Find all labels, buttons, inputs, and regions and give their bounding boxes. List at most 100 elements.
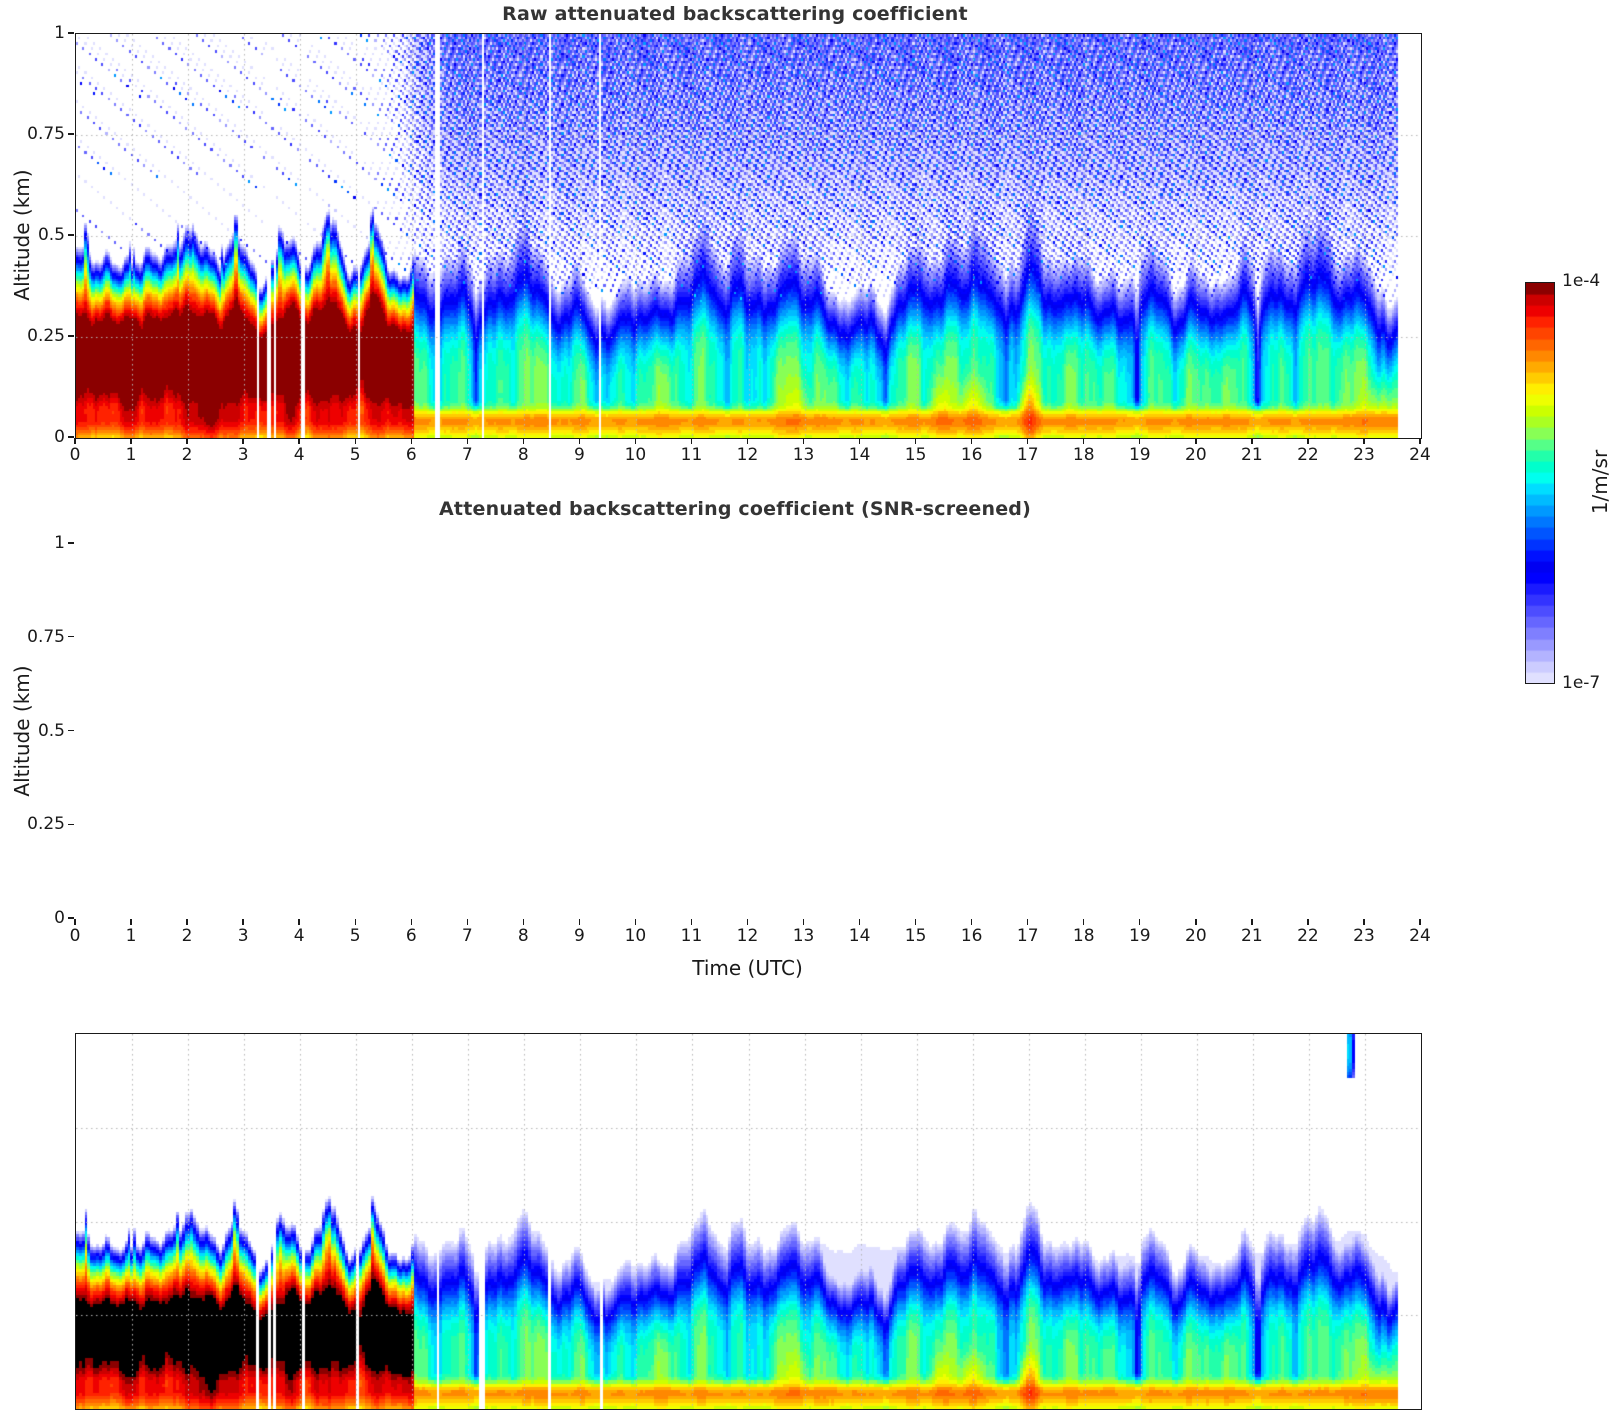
x-tick [522, 438, 525, 444]
y-tick-label: 0.5 [37, 225, 65, 245]
x-tick-label: 2 [181, 926, 193, 946]
y-tick [68, 32, 74, 34]
y-tick [68, 823, 74, 825]
x-tick [578, 919, 581, 925]
x-tick-label: 0 [69, 445, 81, 465]
x-tick [1363, 919, 1365, 925]
plot-area-snr[interactable] [75, 1033, 1422, 1410]
x-tick [1307, 438, 1309, 444]
x-tick-label: 2 [181, 445, 193, 465]
x-tick-label: 6 [405, 926, 417, 946]
x-tick [858, 919, 861, 925]
x-tick [410, 438, 412, 444]
x-tick-label: 12 [736, 445, 759, 465]
colorbar-unit-label: 1/m/sr [1588, 449, 1612, 515]
plot-area-raw[interactable] [75, 33, 1422, 439]
x-tick-label: 11 [680, 926, 703, 946]
panel-snr-backscatter: Attenuated backscattering coefficient (S… [0, 490, 1470, 1410]
y-tick [68, 917, 74, 919]
colorbar-min-label: 1e-7 [1562, 673, 1601, 693]
x-tick [1251, 919, 1253, 925]
panel-snr-title: Attenuated backscattering coefficient (S… [439, 498, 1031, 520]
colorbar-gradient [1526, 283, 1554, 683]
x-tick-label: 3 [237, 445, 249, 465]
x-tick-label: 8 [517, 926, 529, 946]
y-tick [68, 542, 74, 544]
x-tick-label: 22 [1297, 445, 1319, 465]
x-tick-label: 16 [960, 926, 983, 946]
x-tick [746, 919, 749, 925]
heatmap-snr [76, 1034, 1421, 1409]
x-tick [186, 438, 188, 444]
x-tick-label: 23 [1353, 445, 1375, 465]
x-tick-label: 18 [1072, 445, 1095, 465]
x-tick-label: 5 [349, 926, 361, 946]
x-tick [1027, 438, 1029, 444]
x-tick [298, 919, 300, 925]
x-tick-label: 14 [848, 926, 871, 946]
x-tick-label: 7 [461, 445, 473, 465]
x-tick [970, 919, 973, 925]
colorbar-group: 1e-4 1e-7 1/m/sr [1470, 0, 1621, 1020]
x-tick [746, 438, 749, 444]
x-tick-label: 14 [848, 445, 871, 465]
x-tick [690, 919, 693, 925]
colorbar-max-label: 1e-4 [1562, 271, 1601, 291]
x-tick-label: 10 [624, 926, 647, 946]
x-tick [130, 919, 132, 925]
x-tick-label: 20 [1185, 445, 1207, 465]
x-tick-label: 7 [461, 926, 473, 946]
x-tick [1083, 919, 1085, 925]
y-tick [68, 133, 74, 135]
x-tick-label: 15 [904, 926, 927, 946]
x-tick-label: 4 [293, 926, 305, 946]
x-tick [1083, 438, 1085, 444]
x-tick-label: 24 [1409, 926, 1431, 946]
x-tick [186, 919, 188, 925]
x-tick [242, 919, 244, 925]
x-tick [522, 919, 525, 925]
x-tick-label: 1 [125, 926, 137, 946]
x-tick [1251, 438, 1253, 444]
x-tick-label: 20 [1185, 926, 1207, 946]
x-tick [466, 438, 468, 444]
x-tick [970, 438, 973, 444]
x-tick [1363, 438, 1365, 444]
x-tick-label: 0 [69, 926, 81, 946]
y-tick [68, 234, 74, 236]
y-tick-label: 0 [54, 427, 65, 447]
x-tick-label: 18 [1072, 926, 1095, 946]
x-tick-label: 24 [1409, 445, 1431, 465]
y-tick-label: 0.25 [27, 814, 65, 835]
x-tick [466, 919, 468, 925]
y-tick-label: 0 [54, 908, 65, 928]
x-tick [74, 919, 76, 925]
x-tick-label: 23 [1353, 926, 1375, 946]
x-tick-label: 6 [405, 445, 417, 465]
x-tick-label: 4 [293, 445, 305, 465]
x-tick-label: 8 [517, 445, 529, 465]
y-tick-label: 0.75 [27, 626, 65, 647]
x-tick-label: 12 [736, 926, 759, 946]
y-tick-label: 0.75 [27, 124, 65, 144]
x-tick [1419, 438, 1421, 444]
y-tick-label: 1 [54, 533, 65, 553]
y-tick [68, 636, 74, 638]
x-tick-label: 21 [1241, 926, 1263, 946]
x-tick [578, 438, 581, 444]
x-tick-label: 17 [1016, 926, 1039, 946]
x-tick-label: 1 [125, 445, 137, 465]
x-tick [690, 438, 693, 444]
x-tick [410, 919, 412, 925]
x-tick-label: 9 [573, 926, 585, 946]
colorbar[interactable] [1525, 282, 1555, 684]
x-tick-label: 10 [624, 445, 647, 465]
x-tick-label: 5 [349, 445, 361, 465]
x-tick [858, 438, 861, 444]
x-tick [242, 438, 244, 444]
heatmap-raw [76, 34, 1421, 438]
y-tick [68, 436, 74, 438]
x-tick-label: 21 [1241, 445, 1263, 465]
y-tick [68, 335, 74, 337]
